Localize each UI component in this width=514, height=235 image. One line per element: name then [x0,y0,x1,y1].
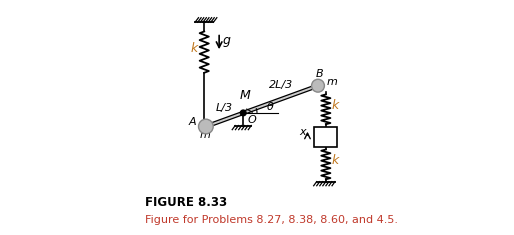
Circle shape [240,110,246,116]
Text: L/3: L/3 [216,102,233,113]
Text: Figure for Problems 8.27, 8.38, 8.60, and 4.5.: Figure for Problems 8.27, 8.38, 8.60, an… [144,215,397,225]
Circle shape [198,119,213,134]
Text: m: m [327,77,338,86]
Circle shape [311,79,324,92]
Text: k: k [191,42,198,55]
Text: FIGURE 8.33: FIGURE 8.33 [144,196,227,209]
Text: $\theta$: $\theta$ [266,100,275,112]
Text: M: M [240,89,251,102]
Bar [315,127,337,147]
Text: 2m: 2m [316,130,336,143]
Text: x: x [300,127,306,137]
Text: O: O [248,115,256,125]
Text: g: g [223,34,230,47]
Text: A: A [189,117,197,127]
Polygon shape [205,84,319,128]
Text: k: k [332,154,339,167]
Text: 2L/3: 2L/3 [268,80,293,90]
Text: k: k [332,99,339,112]
Text: B: B [315,69,323,78]
Text: m: m [199,130,210,141]
